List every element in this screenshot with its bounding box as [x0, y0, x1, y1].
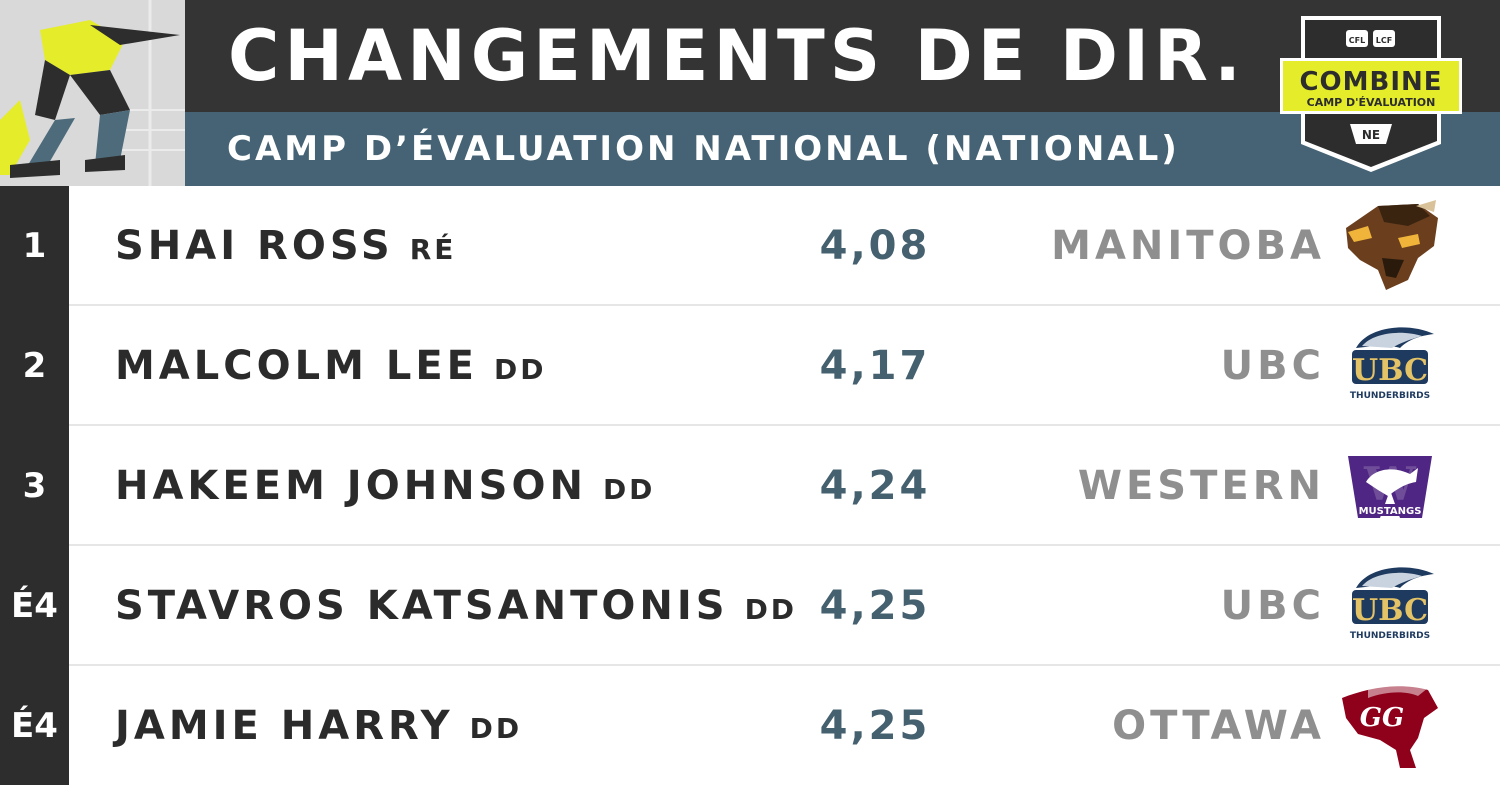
- gee-gee-horse-icon: GG: [1342, 682, 1438, 768]
- player-cell: JAMIE HARRY DD: [115, 666, 522, 785]
- header: CHANGEMENTS DE DIR. CAMP D’ÉVALUATION NA…: [0, 0, 1500, 186]
- lcf-label: LCF: [1376, 36, 1392, 45]
- ubc-thunderbirds-logo: UBC THUNDERBIRDS: [1338, 558, 1442, 654]
- combine-badge-icon: CFL LCF COMBINE CAMP D'ÉVALUATION NE: [1280, 16, 1462, 172]
- player-cell: STAVROS KATSANTONIS DD: [115, 546, 797, 666]
- ubc-thunderbirds-logo: UBC THUNDERBIRDS: [1338, 318, 1442, 414]
- player-cell: SHAI ROSS RÉ: [115, 186, 456, 306]
- ubc-logo-text: UBC: [1352, 353, 1428, 388]
- page-title: CHANGEMENTS DE DIR.: [228, 15, 1246, 97]
- player-position: DD: [602, 472, 656, 506]
- school-name: MANITOBA: [1051, 223, 1325, 269]
- title-bar: CHANGEMENTS DE DIR.: [185, 0, 1500, 112]
- combine-label: COMBINE: [1299, 67, 1442, 97]
- bison-icon: [1346, 200, 1438, 290]
- table-row: 2 MALCOLM LEE DD 4,17 UBC UBC THUNDERBIR…: [0, 306, 1500, 426]
- school-name: WESTERN: [1077, 463, 1325, 509]
- ubc-logo-subtext: THUNDERBIRDS: [1350, 631, 1430, 641]
- player-position: RÉ: [409, 232, 457, 266]
- table-row: 1 SHAI ROSS RÉ 4,08 MANITOBA: [0, 186, 1500, 306]
- player-position: DD: [744, 592, 798, 626]
- ubc-logo-text: UBC: [1352, 593, 1428, 628]
- western-logo-subtext: MUSTANGS: [1359, 506, 1422, 517]
- player-name: HAKEEM JOHNSON: [115, 463, 587, 509]
- sprinter-illustration-icon: [0, 0, 185, 186]
- cfl-label: CFL: [1349, 36, 1365, 45]
- table-row: É4 JAMIE HARRY DD 4,25 OTTAWA GG: [0, 666, 1500, 785]
- manitoba-bisons-logo: [1338, 198, 1442, 294]
- player-position: DD: [469, 712, 523, 745]
- rank-cell: É4: [0, 666, 69, 785]
- school-name: UBC: [1220, 343, 1325, 389]
- rank-cell: É4: [0, 546, 69, 666]
- player-position: DD: [493, 352, 547, 386]
- subtitle-bar: CAMP D’ÉVALUATION NATIONAL (NATIONAL): [185, 112, 1500, 186]
- rank-cell: 2: [0, 306, 69, 426]
- page-subtitle: CAMP D’ÉVALUATION NATIONAL (NATIONAL): [227, 129, 1180, 169]
- school-name: OTTAWA: [1112, 702, 1325, 749]
- time-cell: 4,25: [819, 583, 931, 629]
- player-name: SHAI ROSS: [115, 223, 394, 269]
- time-cell: 4,08: [819, 223, 931, 269]
- ottawa-gee-gees-logo: GG: [1338, 678, 1442, 774]
- player-name: MALCOLM LEE: [115, 343, 478, 389]
- table-row: 3 HAKEEM JOHNSON DD 4,24 WESTERN W MUSTA…: [0, 426, 1500, 546]
- player-cell: MALCOLM LEE DD: [115, 306, 546, 426]
- new-era-label: NE: [1362, 128, 1380, 142]
- row-divider: [69, 424, 1500, 426]
- combine-logo: CFL LCF COMBINE CAMP D'ÉVALUATION NE: [1278, 14, 1464, 176]
- western-mustangs-logo: W MUSTANGS: [1338, 438, 1442, 534]
- row-divider: [69, 544, 1500, 546]
- rank-cell: 3: [0, 426, 69, 546]
- mustang-icon: W MUSTANGS: [1348, 456, 1432, 518]
- ubc-logo-subtext: THUNDERBIRDS: [1350, 391, 1430, 401]
- player-name: STAVROS KATSANTONIS: [115, 583, 729, 629]
- school-name: UBC: [1220, 583, 1325, 629]
- player-name: JAMIE HARRY: [115, 702, 454, 749]
- combine-sublabel: CAMP D'ÉVALUATION: [1307, 96, 1436, 109]
- time-cell: 4,24: [819, 463, 931, 509]
- results-table: 1 SHAI ROSS RÉ 4,08 MANITOBA 2: [0, 186, 1500, 785]
- ottawa-logo-text: GG: [1360, 703, 1404, 733]
- thunderbird-icon: UBC THUNDERBIRDS: [1350, 327, 1434, 401]
- time-cell: 4,17: [819, 343, 931, 389]
- row-divider: [69, 664, 1500, 666]
- player-cell: HAKEEM JOHNSON DD: [115, 426, 655, 546]
- table-row: É4 STAVROS KATSANTONIS DD 4,25 UBC UBC T…: [0, 546, 1500, 666]
- time-cell: 4,25: [819, 702, 931, 749]
- player-illustration: [0, 0, 185, 186]
- row-divider: [69, 304, 1500, 306]
- rank-cell: 1: [0, 186, 69, 306]
- thunderbird-icon: UBC THUNDERBIRDS: [1350, 567, 1434, 641]
